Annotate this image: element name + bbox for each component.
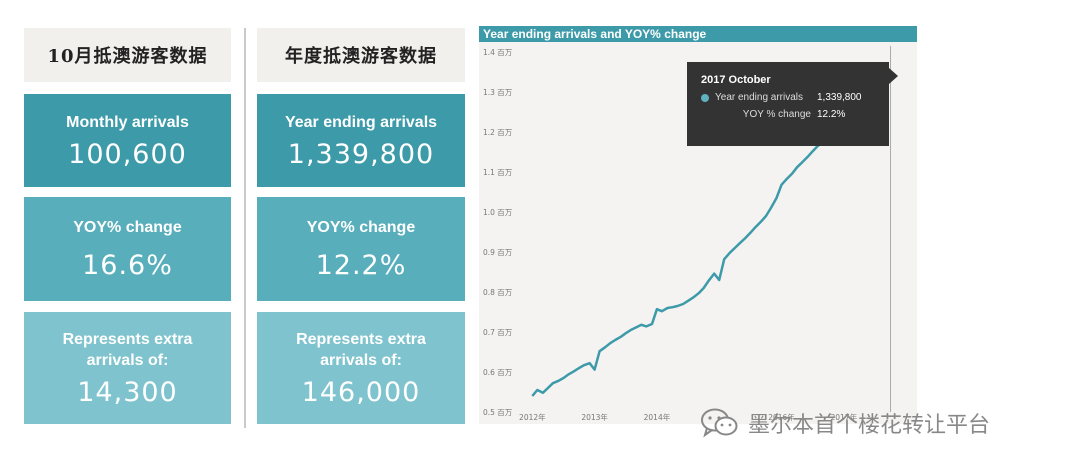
tile-value: 16.6% [82,250,173,281]
tile-label: Represents extra arrivals of: [296,330,426,369]
tile-label: Monthly arrivals [66,113,189,131]
x-tick-label: 2017年 [831,412,858,422]
y-tick-label: 0.8 百万 [483,288,513,297]
annual-yoy-tile: YOY% change 12.2% [257,197,465,301]
tile-value: 14,300 [77,376,178,408]
tooltip-row: Year ending arrivals 1,339,800 [701,92,875,103]
x-tick-label: 2012年 [519,412,546,422]
tile-value: 100,600 [68,138,187,170]
wechat-icon [701,408,738,438]
monthly-arrivals-tile: Monthly arrivals 100,600 [24,94,231,187]
annual-panel-header: 年度抵澳游客数据 [257,28,465,82]
wechat-watermark: 墨尔本首个楼花转让平台 [700,407,990,439]
y-tick-label: 0.9 百万 [483,248,513,257]
chart-tooltip: 2017 October Year ending arrivals 1,339,… [687,62,889,146]
y-axis: 0.5 百万 0.6 百万 0.7 百万 0.8 百万 0.9 百万 1.0 百万 1.1 … [483,48,513,417]
watermark-text: 墨尔本首个楼花转让平台 [748,413,991,438]
y-tick-label: 0.5 百万 [483,408,513,417]
y-tick-label: 0.7 百万 [483,328,513,337]
tile-label: Represents extra arrivals of: [62,330,193,369]
tooltip-row-value: 12.2% [817,109,846,120]
tooltip-row-value: 1,339,800 [817,92,862,103]
annual-extra-arrivals-tile: Represents extra arrivals of: 146,000 [257,312,465,424]
monthly-extra-arrivals-tile: Represents extra arrivals of: 14,300 [24,312,231,424]
panel-divider [244,28,246,428]
tile-label: YOY% change [73,219,182,236]
monthly-panel-header: 10月抵澳游客数据 [24,28,231,82]
monthly-yoy-tile: YOY% change 16.6% [24,197,231,301]
chart-container: Year ending arrivals and YOY% change 0.5… [479,26,917,424]
x-tick-label: 2013年 [581,412,608,422]
tooltip-row: YOY % change 12.2% [701,109,875,120]
series-dot-icon [701,93,709,102]
year-ending-arrivals-tile: Year ending arrivals 1,339,800 [257,94,465,187]
tile-label: YOY% change [306,219,416,236]
tooltip-row-label: YOY % change [742,109,811,120]
y-tick-label: 1.3 百万 [483,88,513,97]
tile-value: 12.2% [315,250,407,281]
y-tick-label: 1.2 百万 [483,128,513,137]
y-tick-label: 1.1 百万 [483,168,513,177]
x-tick-label: 2014年 [644,412,671,422]
tooltip-row-label: Year ending arrivals [715,92,804,103]
tooltip-pointer [889,68,898,84]
chart-title: Year ending arrivals and YOY% change [479,26,917,42]
x-tick-label: 2016年 [768,412,795,422]
x-axis: 2012年 2013年 2014年 2016年 2017年 [519,412,858,422]
tooltip-title: 2017 October [701,74,771,86]
y-tick-label: 1.4 百万 [483,48,513,57]
y-tick-label: 1.0 百万 [483,208,513,217]
tile-value: 146,000 [301,376,421,408]
y-tick-label: 0.6 百万 [483,368,513,377]
tile-value: 1,339,800 [287,138,435,170]
tile-label: Year ending arrivals [284,113,438,131]
